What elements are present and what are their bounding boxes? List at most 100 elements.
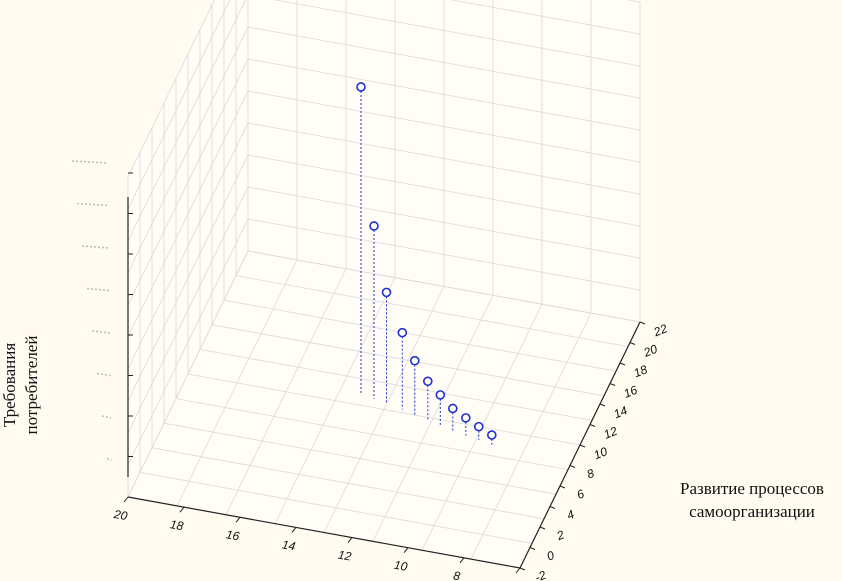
wall-grid-line [127, 90, 249, 338]
chart-panes [128, 0, 640, 568]
wall-grid-line [127, 218, 249, 466]
z-tick-label [101, 415, 112, 419]
data-point [356, 82, 366, 92]
floor-grid-line [163, 422, 557, 495]
wall-grid-line [127, 250, 249, 498]
y-tick-mark [519, 567, 526, 571]
y-tick-mark [579, 444, 586, 448]
y-axis-label-line1: Развитие процессов [680, 479, 824, 498]
wall-grid-line [247, 154, 641, 227]
floor-grid-line [187, 373, 581, 446]
wall-grid-line [247, 26, 641, 99]
x-tick-label: 8 [452, 568, 461, 581]
y-axis-label-line2: самоорганизации [689, 502, 815, 521]
data-point [486, 430, 497, 440]
z-axis-label-line1: Требования [0, 343, 19, 427]
y-tick-mark [629, 342, 636, 345]
x-axis-line [127, 496, 521, 569]
x-tick-label: 10 [393, 558, 409, 574]
wall-grid-line [127, 26, 249, 274]
y-tick-mark [559, 485, 566, 489]
y-tick-mark [599, 403, 606, 407]
wall-grid-line [127, 0, 231, 210]
data-point [409, 355, 420, 366]
z-tick-label [96, 372, 111, 377]
x-tick-label: 16 [225, 527, 241, 543]
floor-grid-line [235, 275, 629, 347]
wall-grid-line [247, 90, 641, 163]
y-tick-mark [639, 321, 646, 325]
x-tick-label: 14 [281, 537, 297, 553]
y-tick-mark [609, 383, 616, 386]
z-axis-label: Требования потребителей [0, 336, 41, 435]
x-tick-mark [235, 516, 241, 523]
y-tick-mark [619, 362, 626, 366]
data-point [460, 413, 471, 423]
floor-grid-line [151, 447, 545, 520]
floor-grid-line [139, 472, 533, 544]
floor-grid-line [223, 299, 617, 372]
floor-grid-line [175, 398, 569, 470]
y-tick-label: 10 [592, 444, 610, 462]
y-tick-label: 18 [632, 362, 650, 380]
wall-grid-line [247, 186, 641, 259]
data-point [435, 390, 446, 400]
floor-grid-line [211, 324, 605, 397]
wall-grid-line [127, 186, 249, 434]
y-tick-label: 0 [545, 548, 557, 564]
y-tick-label: 20 [641, 342, 660, 360]
z-tick-label [71, 160, 109, 164]
y-tick-mark [589, 424, 596, 427]
z-tick-label [76, 202, 109, 207]
x-tick-label: 20 [112, 507, 129, 523]
z-tick-label [86, 287, 110, 292]
x-tick-mark [403, 547, 409, 554]
data-point [397, 327, 408, 338]
wall-grid-line [450, 0, 641, 35]
wall-grid-line [247, 250, 641, 323]
x-tick-label: 12 [337, 548, 353, 564]
x-tick-mark [515, 567, 521, 574]
y-tick-mark [539, 526, 546, 530]
wall-grid-line [273, 0, 641, 67]
y-tick-label: 4 [565, 507, 577, 523]
y-tick-label: 14 [612, 403, 630, 421]
y-tick-label: 22 [651, 321, 670, 339]
y-tick-label: 2 [554, 527, 567, 543]
y-tick-label: 16 [622, 383, 640, 401]
x-tick-mark [291, 527, 297, 533]
wall-grid-line [127, 154, 249, 402]
wall-grid-line [127, 0, 247, 242]
z-tick-label [91, 330, 111, 334]
z-axis-ticks [71, 160, 133, 462]
wall-grid-line [247, 122, 641, 195]
x-tick-label: 18 [169, 517, 185, 533]
wall-grid-line [127, 0, 215, 178]
data-point [381, 287, 392, 298]
data-points [356, 82, 497, 445]
y-tick-label: -2 [533, 568, 548, 581]
z-tick-label [106, 457, 112, 462]
x-tick-label: 6 [508, 579, 517, 581]
x-axis-ticks: 20 18 16 14 12 10 8 6 [112, 496, 521, 581]
y-tick-label: 12 [602, 424, 620, 442]
x-tick-mark [347, 537, 353, 543]
data-point [447, 403, 458, 414]
data-point [422, 376, 433, 387]
wall-grid-line [127, 58, 249, 306]
y-tick-mark [529, 547, 536, 550]
y-tick-mark [549, 506, 556, 509]
z-axis-label-line2: потребителей [22, 336, 41, 435]
y-tick-label: 8 [585, 466, 597, 482]
wall-grid-line [247, 218, 641, 291]
y-axis-ticks: -2 0 2 4 6 8 10 12 14 16 18 20 22 [519, 321, 670, 581]
wall-grid-line [127, 122, 249, 370]
x-tick-mark [123, 496, 129, 503]
y-tick-mark [569, 465, 576, 468]
data-point [473, 421, 484, 432]
z-tick-label [81, 245, 110, 249]
wall-grid-line [247, 58, 641, 131]
floor-grid-line [199, 349, 593, 421]
